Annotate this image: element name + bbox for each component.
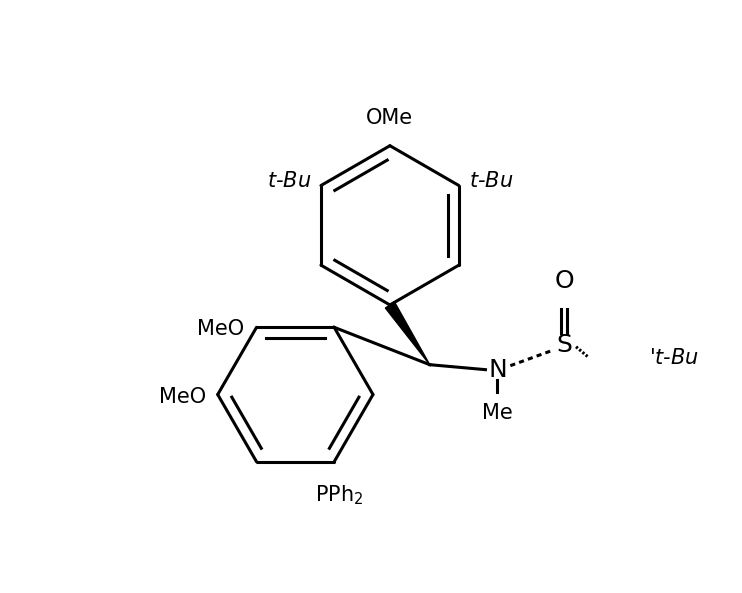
Text: $t$-Bu: $t$-Bu xyxy=(266,171,311,190)
Text: MeO: MeO xyxy=(197,319,245,339)
Text: MeO: MeO xyxy=(159,387,206,407)
Text: Me: Me xyxy=(482,403,513,423)
Text: S: S xyxy=(556,333,572,357)
Text: N: N xyxy=(488,358,507,382)
Text: OMe: OMe xyxy=(367,108,413,128)
Text: '$t$-Bu: '$t$-Bu xyxy=(649,347,699,368)
Text: PPh$_2$: PPh$_2$ xyxy=(315,484,364,507)
Polygon shape xyxy=(385,302,430,365)
Text: O: O xyxy=(554,269,574,293)
Text: $t$-Bu: $t$-Bu xyxy=(469,171,513,190)
